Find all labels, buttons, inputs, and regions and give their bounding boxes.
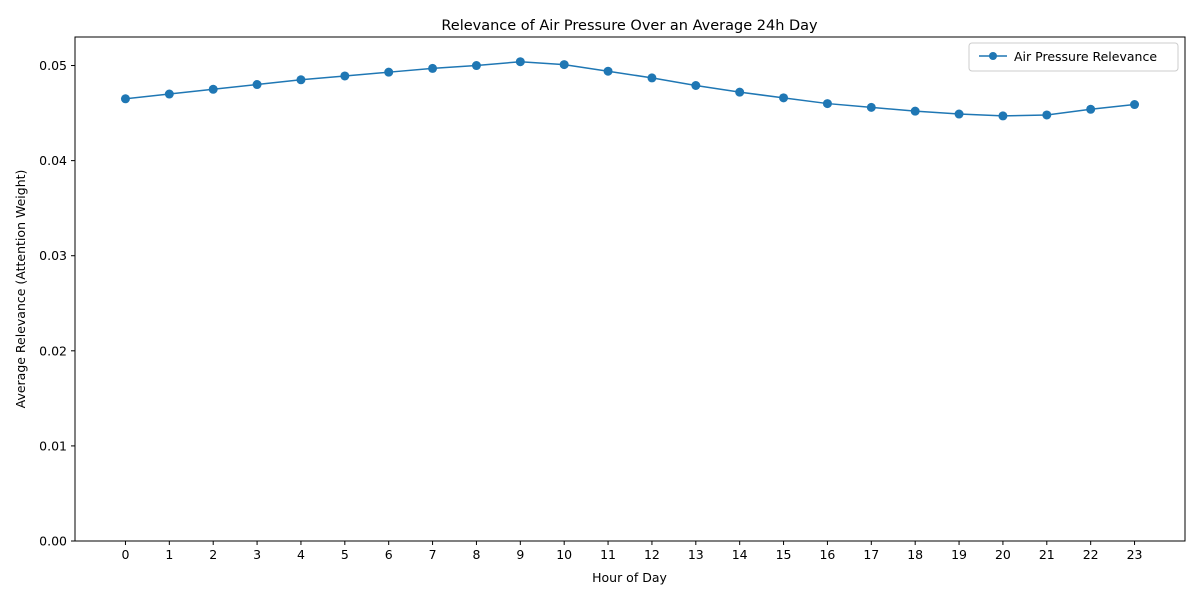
y-axis-label: Average Relevance (Attention Weight)	[13, 170, 28, 409]
y-tick-label: 0.01	[39, 438, 67, 453]
x-tick-label: 11	[600, 547, 616, 562]
x-tick-label: 15	[776, 547, 792, 562]
data-point	[340, 71, 350, 81]
x-tick-label: 14	[732, 547, 748, 562]
x-tick-label: 2	[209, 547, 217, 562]
legend-entry-air-pressure-relevance: Air Pressure Relevance	[1014, 49, 1157, 64]
x-tick-label: 17	[863, 547, 879, 562]
legend-marker-swatch	[989, 52, 997, 60]
data-point	[822, 99, 832, 109]
x-tick-label: 23	[1127, 547, 1143, 562]
x-tick-label: 22	[1083, 547, 1099, 562]
data-point	[1042, 110, 1052, 120]
plot-frame	[74, 36, 1186, 542]
data-point	[647, 73, 657, 83]
x-tick-label: 8	[472, 547, 480, 562]
data-point	[1086, 104, 1096, 114]
y-tick-label: 0.00	[39, 534, 67, 549]
data-point	[120, 94, 130, 104]
x-tick-label: 13	[688, 547, 704, 562]
data-point	[208, 84, 218, 94]
x-tick-label: 12	[644, 547, 660, 562]
x-axis: 0 1 2 3 4 5 6 7 8 9 10 11 12 13 14 15 16 17 18 19 20 21 22 23	[121, 541, 1142, 562]
data-point	[252, 80, 262, 90]
x-axis-label: Hour of Day	[592, 570, 667, 585]
x-tick-label: 0	[121, 547, 129, 562]
x-tick-label: 9	[516, 547, 524, 562]
x-tick-label: 1	[165, 547, 173, 562]
data-point	[559, 60, 569, 70]
x-tick-label: 10	[556, 547, 572, 562]
y-tick-label: 0.04	[39, 153, 67, 168]
data-point	[691, 80, 701, 90]
data-point	[164, 89, 174, 99]
data-point	[1130, 100, 1140, 110]
series-line	[125, 60, 1135, 117]
data-point	[296, 75, 306, 85]
series-layer	[120, 57, 1140, 121]
data-point	[471, 61, 481, 71]
x-tick-label: 4	[297, 547, 305, 562]
y-tick-label: 0.05	[39, 58, 67, 73]
x-tick-label: 21	[1039, 547, 1055, 562]
x-tick-label: 3	[253, 547, 261, 562]
y-axis: 0.00 0.01 0.02 0.03 0.04 0.05	[39, 58, 75, 549]
y-tick-label: 0.03	[39, 248, 67, 263]
data-point	[603, 66, 613, 76]
chart-title: Relevance of Air Pressure Over an Averag…	[441, 18, 818, 34]
data-point	[428, 63, 438, 73]
x-tick-label: 5	[341, 547, 349, 562]
x-tick-label: 18	[907, 547, 923, 562]
legend-box	[968, 42, 1179, 72]
x-tick-label: 19	[951, 547, 967, 562]
data-point	[779, 93, 789, 103]
data-point	[910, 106, 920, 116]
x-tick-label: 6	[385, 547, 393, 562]
x-tick-label: 20	[995, 547, 1011, 562]
data-point	[954, 109, 964, 119]
data-point	[866, 102, 876, 112]
data-point	[735, 87, 745, 97]
data-point	[515, 57, 525, 67]
data-point	[384, 67, 394, 77]
legend: Air Pressure Relevance	[968, 42, 1179, 72]
data-point	[998, 111, 1008, 121]
y-tick-label: 0.02	[39, 343, 67, 358]
x-tick-label: 7	[429, 547, 437, 562]
x-tick-label: 16	[819, 547, 835, 562]
